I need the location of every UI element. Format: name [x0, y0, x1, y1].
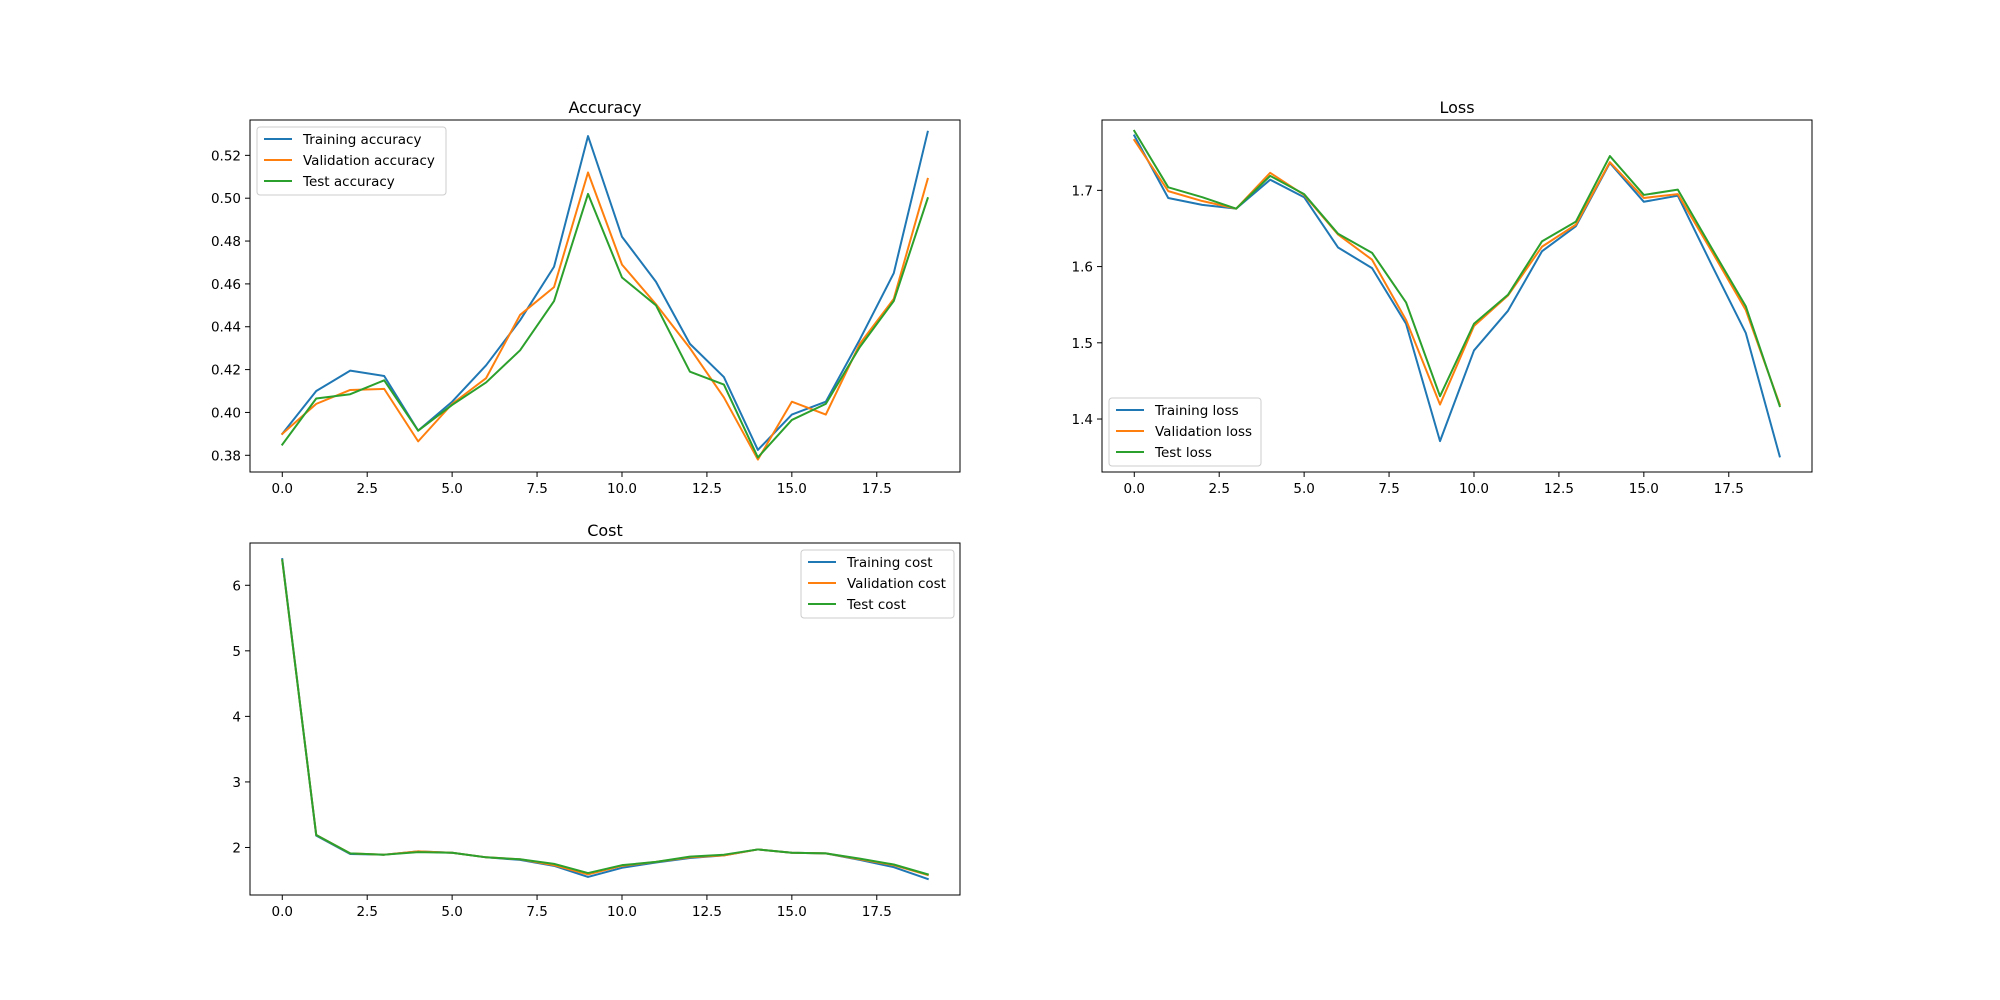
loss-ytick-label: 1.6 [1072, 260, 1093, 276]
accuracy-ytick-label: 0.50 [211, 191, 241, 207]
loss-ytick-label: 1.5 [1072, 336, 1093, 352]
loss-xtick-label: 0.0 [1124, 481, 1145, 497]
legend-label-validation-accuracy: Validation accuracy [303, 153, 435, 169]
cost-ytick-label: 5 [232, 644, 241, 660]
accuracy-title: Accuracy [568, 98, 641, 117]
loss-xtick-label: 17.5 [1714, 481, 1744, 497]
legend-label-training-loss: Training loss [1154, 403, 1239, 419]
accuracy-ytick-label: 0.48 [211, 234, 241, 250]
accuracy-ytick-label: 0.52 [211, 148, 241, 164]
accuracy-ytick-label: 0.44 [211, 320, 241, 336]
cost-xtick-label: 0.0 [272, 904, 293, 920]
legend-label-validation-loss: Validation loss [1155, 424, 1252, 440]
accuracy-xtick-label: 15.0 [777, 481, 807, 497]
cost-axes-frame [249, 542, 961, 896]
series-line-test-cost [281, 559, 929, 876]
legend-label-training-accuracy: Training accuracy [302, 132, 421, 148]
accuracy-chart: Accuracy 0.0 2.5 5.0 7.5 10.0 12.5 15.0 17.5 0.3… [211, 98, 961, 497]
accuracy-xtick-label: 10.0 [607, 481, 637, 497]
loss-xtick-label: 5.0 [1293, 481, 1314, 497]
legend-label-training-cost: Training cost [846, 555, 933, 571]
cost-plot-area: 0.0 2.5 5.0 7.5 10.0 12.5 15.0 17.5 2 3 4 5 6 [232, 557, 930, 920]
legend-frame [800, 549, 955, 619]
accuracy-ytick-label: 0.42 [211, 363, 241, 379]
cost-xtick-label: 2.5 [356, 904, 377, 920]
cost-title: Cost [587, 521, 623, 540]
loss-xtick-label: 10.0 [1459, 481, 1489, 497]
cost-legend: Training cost Validation cost Test cost [800, 549, 955, 619]
loss-xtick-label: 7.5 [1378, 481, 1399, 497]
loss-legend: Training loss Validation loss Test loss [1108, 397, 1262, 467]
cost-xtick-label: 7.5 [526, 904, 547, 920]
series-line-validation-accuracy [280, 171, 929, 461]
loss-ytick-label: 1.7 [1072, 183, 1093, 199]
accuracy-xtick-label: 5.0 [441, 481, 462, 497]
accuracy-xtick-label: 17.5 [862, 481, 892, 497]
cost-xtick-label: 17.5 [862, 904, 892, 920]
loss-xtick-label: 2.5 [1208, 481, 1229, 497]
cost-ytick-label: 6 [232, 578, 241, 594]
accuracy-ytick-label: 0.40 [211, 405, 241, 421]
accuracy-ytick-label: 0.38 [211, 448, 241, 464]
accuracy-plot-area: 0.0 2.5 5.0 7.5 10.0 12.5 15.0 17.5 0.38 0.40 0.42… [211, 130, 929, 497]
legend-frame [1108, 397, 1262, 467]
loss-xtick-label: 12.5 [1544, 481, 1574, 497]
accuracy-xtick-label: 2.5 [356, 481, 377, 497]
loss-xtick-label: 15.0 [1629, 481, 1659, 497]
accuracy-xtick-label: 0.0 [272, 481, 293, 497]
series-line-test-accuracy [280, 192, 929, 459]
legend-frame [256, 126, 447, 196]
legend-label-validation-cost: Validation cost [847, 576, 946, 592]
cost-xtick-label: 15.0 [777, 904, 807, 920]
series-line-test-loss [1132, 129, 1781, 408]
accuracy-legend: Training accuracy Validation accuracy Te… [256, 126, 447, 196]
cost-xtick-label: 5.0 [441, 904, 462, 920]
cost-xtick-label: 10.0 [607, 904, 637, 920]
loss-title: Loss [1439, 98, 1474, 117]
accuracy-ytick-label: 0.46 [211, 277, 241, 293]
legend-label-test-cost: Test cost [846, 597, 906, 613]
loss-chart: Loss 0.0 2.5 5.0 7.5 10.0 12.5 15.0 17.5 1.4 1.5 1… [1072, 98, 1813, 497]
loss-axes-frame [1101, 119, 1813, 473]
series-line-training-accuracy [280, 130, 929, 451]
cost-chart: Cost 0.0 2.5 5.0 7.5 10.0 12.5 15.0 17.5 2 3 4 5 6 T… [232, 521, 961, 920]
legend-label-test-loss: Test loss [1154, 445, 1212, 461]
accuracy-xtick-label: 12.5 [692, 481, 722, 497]
cost-ytick-label: 4 [232, 709, 241, 725]
cost-xtick-label: 12.5 [692, 904, 722, 920]
loss-ytick-label: 1.4 [1072, 412, 1093, 428]
accuracy-axes-frame [249, 119, 961, 473]
accuracy-xtick-label: 7.5 [526, 481, 547, 497]
loss-plot-area: 0.0 2.5 5.0 7.5 10.0 12.5 15.0 17.5 1.4 1.5 1.6 1.7 [1072, 129, 1782, 497]
legend-label-test-accuracy: Test accuracy [302, 174, 395, 190]
cost-ytick-label: 2 [232, 840, 241, 856]
cost-ytick-label: 3 [232, 775, 241, 791]
